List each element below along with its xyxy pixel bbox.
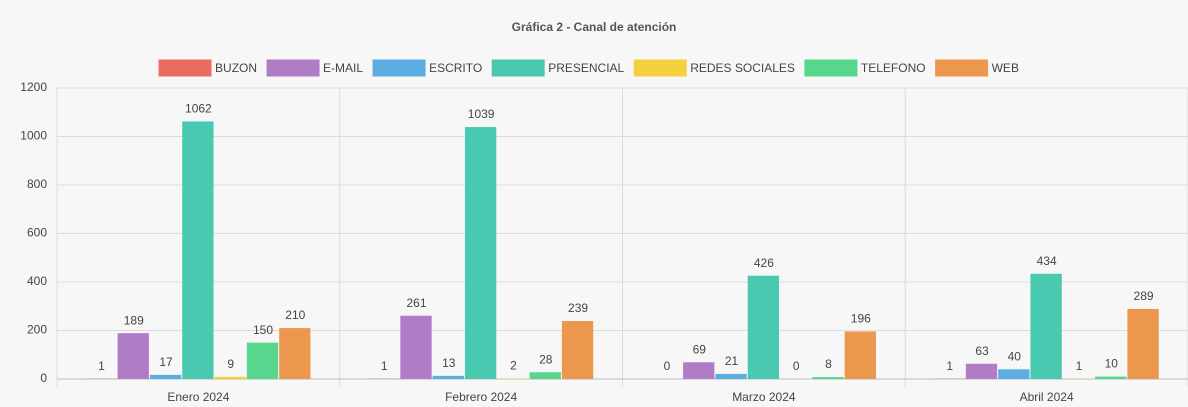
data-label: 239 bbox=[568, 301, 588, 315]
bar bbox=[246, 342, 279, 379]
data-label: 8 bbox=[825, 357, 832, 371]
data-label: 150 bbox=[253, 323, 273, 337]
data-label: 1 bbox=[381, 359, 388, 373]
bar bbox=[1030, 273, 1062, 379]
y-tick-label: 400 bbox=[27, 274, 47, 288]
bar bbox=[1127, 308, 1159, 379]
bar bbox=[464, 127, 497, 379]
chart-title: Gráfica 2 - Canal de atención bbox=[512, 20, 677, 34]
bar bbox=[149, 374, 182, 379]
bar bbox=[400, 315, 432, 379]
data-label: 1062 bbox=[185, 102, 212, 116]
data-label: 10 bbox=[1105, 357, 1119, 371]
bar bbox=[529, 372, 561, 379]
legend-label: PRESENCIAL bbox=[548, 61, 624, 75]
data-label: 289 bbox=[1134, 289, 1154, 303]
data-label: 63 bbox=[975, 344, 989, 358]
data-label: 1039 bbox=[468, 107, 495, 121]
data-label: 2 bbox=[510, 359, 517, 373]
bar bbox=[117, 333, 149, 379]
bar bbox=[561, 321, 594, 379]
y-tick-label: 1200 bbox=[20, 80, 47, 94]
y-tick-label: 0 bbox=[40, 371, 47, 385]
data-label: 21 bbox=[725, 354, 739, 368]
legend-label: REDES SOCIALES bbox=[690, 61, 795, 75]
bar bbox=[844, 331, 876, 379]
data-label: 1 bbox=[1076, 359, 1083, 373]
legend-item: WEB bbox=[935, 59, 1019, 77]
data-label: 40 bbox=[1008, 349, 1022, 363]
legend-item: BUZON bbox=[158, 59, 257, 77]
data-label: 196 bbox=[851, 312, 871, 326]
data-label: 434 bbox=[1037, 254, 1057, 268]
bar bbox=[747, 275, 780, 379]
y-tick-label: 200 bbox=[27, 323, 47, 337]
data-label: 1 bbox=[946, 359, 953, 373]
bar bbox=[998, 369, 1030, 379]
legend-item: E-MAIL bbox=[266, 59, 363, 77]
legend-label: E-MAIL bbox=[323, 61, 363, 75]
legend-swatch bbox=[491, 59, 545, 77]
x-tick-label: Febrero 2024 bbox=[445, 390, 517, 404]
bar bbox=[214, 376, 246, 379]
bar bbox=[715, 373, 747, 379]
x-tick-label: Marzo 2024 bbox=[732, 390, 796, 404]
x-tick-label: Abril 2024 bbox=[1020, 390, 1074, 404]
data-label: 13 bbox=[442, 356, 456, 370]
data-label: 17 bbox=[159, 355, 173, 369]
data-label: 426 bbox=[754, 256, 774, 270]
bar bbox=[182, 121, 214, 379]
legend-swatch bbox=[372, 59, 426, 77]
data-label: 28 bbox=[539, 352, 553, 366]
legend-swatch bbox=[935, 59, 989, 77]
legend-label: WEB bbox=[992, 61, 1019, 75]
data-label: 261 bbox=[406, 296, 426, 310]
x-tick-label: Enero 2024 bbox=[167, 390, 229, 404]
legend: BUZON E-MAIL ESCRITO PRESENCIAL REDES SOCIAL… bbox=[158, 59, 1019, 77]
legend-swatch bbox=[804, 59, 858, 77]
y-tick-label: 1000 bbox=[20, 129, 47, 143]
bar bbox=[683, 362, 715, 379]
legend-swatch bbox=[633, 59, 687, 77]
y-tick-label: 800 bbox=[27, 177, 47, 191]
bar bbox=[279, 328, 311, 379]
data-label: 0 bbox=[793, 359, 800, 373]
legend-swatch bbox=[158, 59, 212, 77]
bar bbox=[965, 363, 998, 379]
data-label: 9 bbox=[227, 357, 234, 371]
legend-label: BUZON bbox=[215, 61, 257, 75]
bar bbox=[432, 375, 464, 379]
legend-item: ESCRITO bbox=[372, 59, 482, 77]
data-label: 189 bbox=[124, 313, 144, 327]
y-tick-label: 600 bbox=[27, 226, 47, 240]
legend-item: TELEFONO bbox=[804, 59, 926, 77]
data-label: 210 bbox=[285, 308, 305, 322]
legend-label: ESCRITO bbox=[429, 61, 482, 75]
legend-swatch bbox=[266, 59, 320, 77]
legend-label: TELEFONO bbox=[861, 61, 926, 75]
data-label: 69 bbox=[693, 342, 707, 356]
data-label: 0 bbox=[664, 359, 671, 373]
legend-item: PRESENCIAL bbox=[491, 59, 625, 77]
bar bbox=[1095, 376, 1127, 379]
data-label: 1 bbox=[98, 359, 105, 373]
legend-item: REDES SOCIALES bbox=[633, 59, 795, 77]
bar bbox=[812, 377, 844, 379]
